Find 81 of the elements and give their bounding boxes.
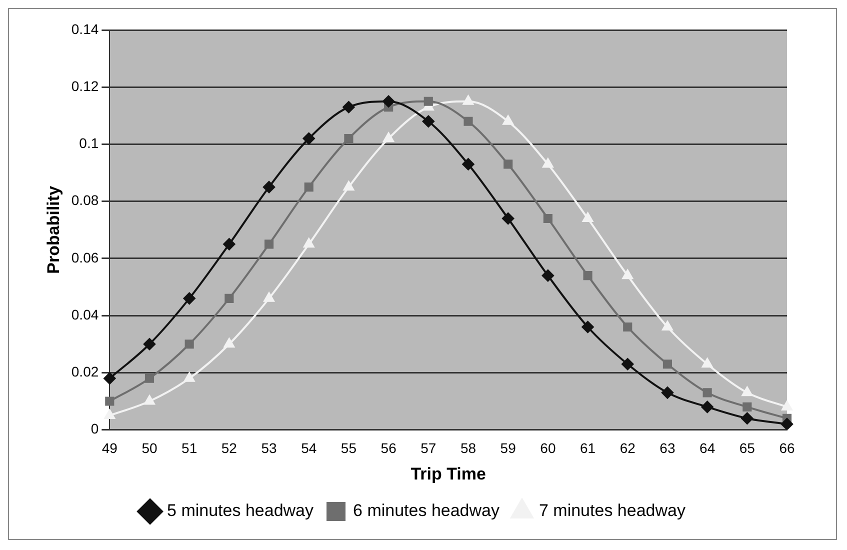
- point: [462, 158, 474, 170]
- point: [662, 320, 673, 330]
- y-tick-label: 0.08: [71, 192, 99, 208]
- point: [264, 292, 274, 302]
- legend-label: 7 minutes headway: [538, 501, 686, 520]
- point: [184, 372, 195, 382]
- point: [183, 292, 196, 304]
- point: [582, 320, 594, 333]
- x-tick-label: 53: [261, 440, 278, 456]
- x-tick-label: 52: [221, 440, 238, 456]
- x-tick-label: 66: [779, 440, 795, 456]
- x-tick-label: 57: [420, 440, 436, 456]
- x-tick-label: 56: [380, 440, 397, 456]
- point: [342, 101, 355, 114]
- point: [424, 96, 433, 106]
- x-tick-label: 49: [102, 440, 118, 456]
- point: [542, 158, 554, 168]
- point: [382, 95, 395, 108]
- point: [742, 386, 752, 396]
- y-tick-label: 0: [90, 420, 99, 437]
- point: [622, 270, 633, 280]
- point: [105, 396, 114, 406]
- point: [782, 400, 792, 410]
- point: [264, 240, 274, 249]
- x-axis-title: Trip Time: [410, 464, 486, 484]
- point: [104, 410, 115, 420]
- point: [622, 358, 634, 370]
- legend-label: 6 minutes headway: [353, 501, 500, 520]
- point: [224, 294, 234, 303]
- point: [701, 400, 714, 413]
- point: [302, 132, 315, 145]
- point: [223, 238, 236, 250]
- point: [184, 340, 194, 349]
- x-tick-label: 50: [142, 440, 158, 456]
- point: [462, 95, 474, 105]
- y-tick-label: 0.14: [71, 20, 99, 37]
- point: [661, 386, 674, 399]
- point: [662, 360, 672, 369]
- point: [383, 132, 394, 142]
- x-tick-label: 51: [182, 440, 198, 456]
- y-tick-label: 0.02: [71, 364, 99, 380]
- point: [504, 160, 513, 169]
- x-tick-label: 64: [700, 440, 716, 456]
- point: [464, 116, 473, 126]
- point: [502, 212, 514, 224]
- legend-label: 5 minutes headway: [167, 501, 314, 520]
- point: [143, 338, 156, 350]
- x-tick-label: 60: [540, 440, 556, 456]
- x-tick-label: 65: [739, 440, 756, 456]
- x-tick-label: 63: [660, 440, 676, 456]
- point: [304, 238, 314, 248]
- point: [582, 212, 594, 222]
- x-tick-label: 54: [301, 440, 317, 456]
- x-tick-label: 62: [620, 440, 636, 456]
- x-tick-label: 59: [500, 440, 516, 456]
- x-tick-label: 58: [460, 440, 476, 456]
- point: [702, 358, 713, 368]
- point: [343, 181, 354, 191]
- y-tick-label: 0.12: [71, 78, 99, 94]
- point: [702, 388, 712, 398]
- point: [304, 182, 314, 192]
- x-tick-label: 55: [340, 440, 357, 456]
- point: [344, 134, 354, 144]
- y-tick-label: 0.06: [71, 249, 99, 266]
- point: [741, 412, 754, 424]
- point: [542, 270, 554, 282]
- point: [422, 115, 434, 128]
- point: [502, 115, 514, 125]
- point: [144, 374, 154, 383]
- point: [263, 181, 276, 194]
- y-axis-title: Probability: [44, 185, 63, 274]
- point: [583, 271, 592, 280]
- point: [623, 322, 632, 332]
- y-tick-label: 0.04: [71, 306, 99, 322]
- point: [224, 338, 235, 348]
- point: [781, 418, 793, 430]
- point: [543, 214, 552, 224]
- y-tick-label: 0.1: [79, 135, 99, 152]
- point: [144, 395, 155, 405]
- x-tick-label: 61: [580, 440, 596, 456]
- point: [742, 402, 752, 412]
